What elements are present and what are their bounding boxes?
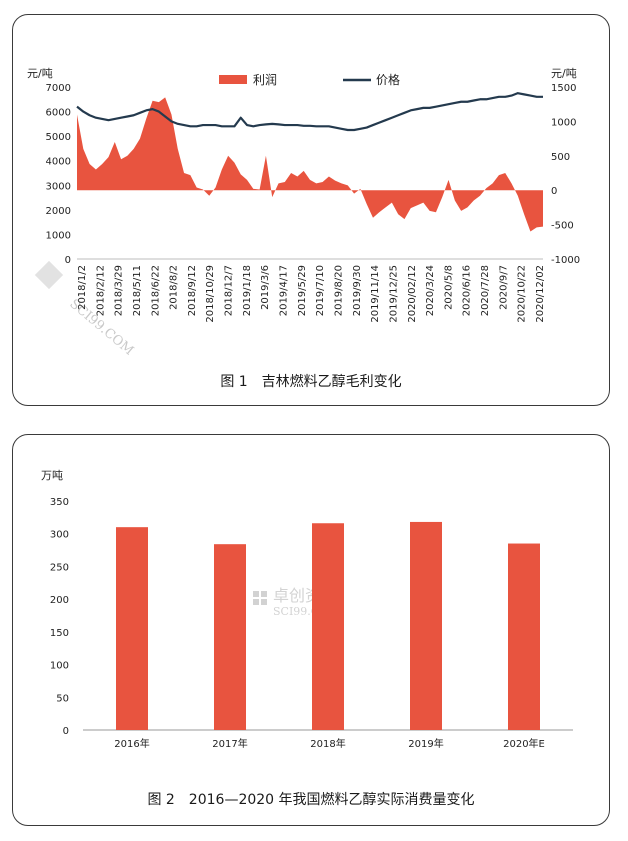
x-tick-label: 2019/3/6 (260, 265, 271, 310)
y-tick-label: 100 (50, 661, 69, 672)
left-tick-label: 2000 (46, 206, 71, 217)
right-tick-label: 500 (551, 152, 570, 163)
y-tick-label: 50 (56, 693, 69, 704)
left-tick-label: 4000 (46, 157, 71, 168)
x-tick-label: 2018/6/22 (150, 265, 161, 316)
x-category-label: 2019年 (408, 737, 443, 750)
watermark-logo (34, 260, 64, 290)
x-category-label: 2017年 (212, 737, 247, 750)
right-tick-label: 1000 (551, 117, 576, 128)
x-tick-label: 2020/6/16 (462, 265, 473, 316)
x-category-label: 2016年 (114, 737, 149, 750)
x-tick-label: 2020/9/7 (498, 265, 509, 310)
y-tick-label: 200 (50, 595, 69, 606)
x-tick-label: 2018/8/2 (169, 265, 180, 310)
left-tick-label: 5000 (46, 132, 71, 143)
left-tick-label: 6000 (46, 108, 71, 119)
x-tick-label: 2019/7/10 (315, 265, 326, 316)
x-tick-label: 2019/9/30 (352, 265, 363, 316)
consumption-bar-chart: 万吨 卓创资讯 SCI99.COM 050100150200250300350 … (41, 469, 573, 750)
figure2-panel: 万吨 卓创资讯 SCI99.COM 0 50 100 150 200 250 300 350 … (12, 434, 610, 826)
bar (116, 527, 148, 730)
x-tick-label: 2019/5/29 (297, 265, 308, 316)
profit-price-chart: 元/吨 元/吨 利润 价格 SCI99.COM 0100020003000400… (27, 67, 580, 359)
right-tick-label: -1000 (551, 255, 580, 266)
series-profit-area (77, 97, 543, 232)
x-tick-label: 2018/12/7 (224, 265, 235, 316)
x-tick-label: 2018/9/12 (187, 265, 198, 316)
bar (508, 543, 540, 730)
x-tick-label: 2019/8/20 (333, 265, 344, 316)
x-tick-label: 2020/10/22 (517, 265, 528, 323)
x-tick-label: 2020/3/24 (425, 265, 436, 316)
x-tick-label: 2019/11/14 (370, 265, 381, 323)
right-tick-label: -500 (551, 221, 574, 232)
legend-price-label: 价格 (376, 72, 400, 87)
x-tick-label: 2019/1/18 (242, 265, 253, 316)
right-tick-label: 1500 (551, 83, 576, 94)
x-tick-label: 2019/4/17 (279, 265, 290, 316)
y-axis-unit: 万吨 (41, 469, 63, 482)
y-tick-label: 0 (63, 726, 69, 737)
series-price-line (76, 92, 543, 132)
legend-profit-label: 利润 (253, 73, 277, 87)
watermark-logo (253, 591, 259, 597)
figure1-panel: 元/吨 元/吨 利润 价格 SCI99.COM 0 1000 2000 3000 400… (12, 14, 610, 406)
bar (410, 521, 442, 730)
left-axis-unit: 元/吨 (27, 67, 53, 80)
x-tick-label: 2018/10/29 (205, 265, 216, 323)
left-tick-label: 3000 (46, 181, 71, 192)
x-tick-label: 2020/5/8 (443, 265, 454, 310)
right-tick-label: 0 (551, 186, 557, 197)
x-tick-label: 2020/02/12 (407, 265, 418, 323)
x-tick-label: 2019/12/25 (388, 265, 399, 323)
figure1-caption: 图 1 吉林燃料乙醇毛利变化 (220, 374, 402, 390)
x-tick-label: 2018/3/29 (114, 265, 125, 316)
y-tick-label: 350 (50, 497, 69, 508)
left-tick-label: 7000 (46, 83, 71, 94)
left-tick-label: 0 (65, 255, 71, 266)
bar (214, 544, 246, 730)
x-tick-label: 2018/1/2 (77, 265, 88, 310)
x-tick-label: 2020/7/28 (480, 265, 491, 316)
y-tick-label: 250 (50, 562, 69, 573)
x-tick-label: 2018/2/12 (95, 265, 106, 316)
x-tick-label: 2020/12/02 (535, 265, 546, 323)
x-category-label: 2018年 (310, 737, 345, 750)
y-tick-label: 300 (50, 530, 69, 541)
legend-profit-swatch (219, 75, 247, 84)
right-axis-unit: 元/吨 (551, 67, 577, 80)
y-tick-label: 150 (50, 628, 69, 639)
left-tick-label: 1000 (46, 230, 71, 241)
figure2-caption: 图 2 2016—2020 年我国燃料乙醇实际消费量变化 (147, 792, 475, 808)
bar (312, 523, 344, 730)
x-category-label: 2020年E (503, 737, 545, 750)
x-tick-label: 2018/5/11 (132, 265, 143, 316)
